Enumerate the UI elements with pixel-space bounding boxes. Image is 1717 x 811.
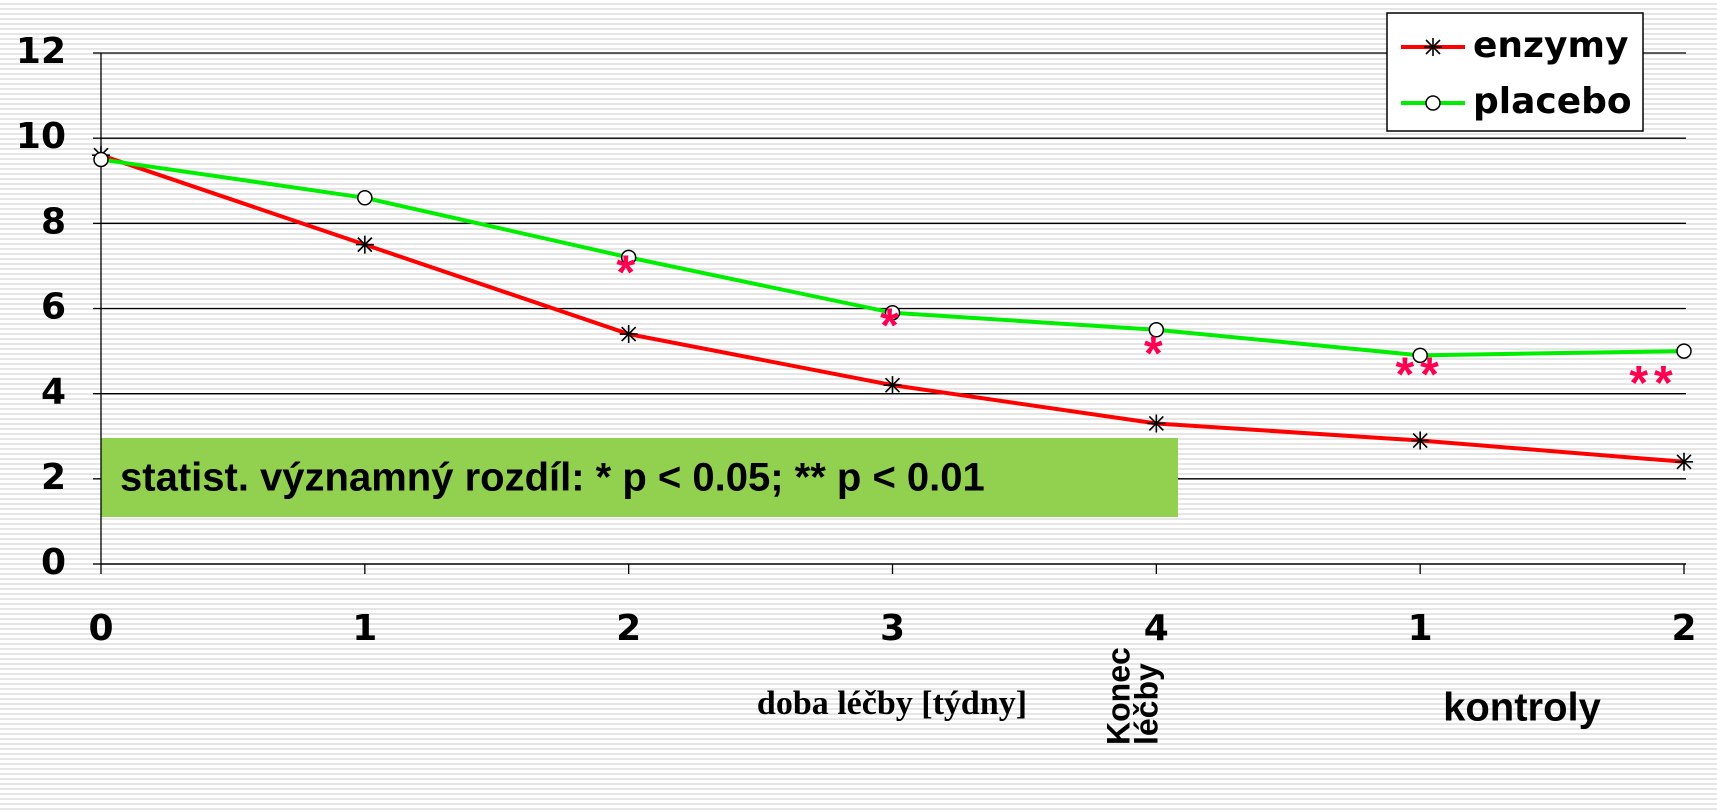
significance: * (1144, 327, 1169, 380)
significance: * (616, 246, 641, 299)
marker (619, 325, 638, 344)
y-tick-label: 6 (41, 287, 66, 328)
end-label-line: Konec (1100, 647, 1136, 745)
marker (357, 190, 373, 206)
end-label: Konec léčby (1100, 647, 1164, 745)
y-tick-label: 2 (41, 457, 66, 498)
legend-label: placebo (1473, 81, 1632, 122)
marker (620, 249, 637, 266)
significance: ** (1395, 349, 1444, 402)
note: statist. významný rozdíl: * p < 0.05; **… (120, 456, 985, 500)
marker (355, 235, 374, 254)
x-tick-label: 2 (1671, 608, 1696, 649)
y-tick-label: 10 (16, 116, 66, 157)
x-tick-label: 0 (88, 608, 113, 649)
marker (1412, 347, 1428, 364)
end-label-line: léčby (1128, 663, 1164, 745)
y-tick-label: 0 (41, 542, 66, 583)
x-tick-label: 4 (1144, 608, 1169, 649)
significance: ** (1629, 357, 1678, 410)
x-tick-label: 1 (1408, 608, 1433, 649)
marker (1676, 343, 1692, 359)
significance: * (880, 300, 905, 353)
marker (1424, 38, 1442, 56)
marker (883, 376, 902, 395)
note-box (101, 438, 1178, 517)
x-tick-label: 1 (352, 608, 377, 649)
marker (1425, 95, 1441, 111)
legend-box (1386, 12, 1644, 132)
marker (1411, 431, 1430, 450)
y-tick-label: 4 (41, 372, 66, 413)
x-axis-label: doba léčby [týdny] (757, 685, 1027, 722)
marker (884, 305, 901, 321)
marker (1675, 452, 1693, 471)
x-tick-label: 2 (616, 608, 641, 649)
y-tick-label: 8 (41, 201, 66, 242)
control-label: kontroly (1443, 686, 1602, 730)
y-tick-label: 12 (16, 31, 66, 72)
marker (1148, 322, 1165, 338)
marker (1147, 414, 1166, 433)
marker (93, 151, 109, 168)
legend-label: enzymy (1473, 25, 1628, 66)
x-tick-label: 3 (880, 608, 905, 649)
